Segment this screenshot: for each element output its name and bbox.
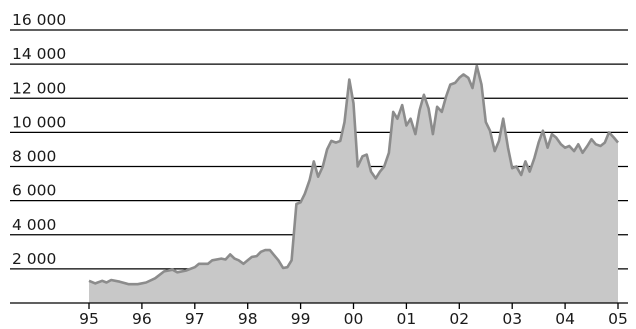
x-tick-label: 96 [132, 310, 152, 328]
y-tick-label: 8 000 [12, 148, 56, 166]
x-tick-label: 01 [397, 310, 417, 328]
x-tick-label: 98 [238, 310, 258, 328]
y-tick-label: 10 000 [12, 113, 66, 131]
x-tick-label: 99 [291, 310, 311, 328]
y-tick-label: 4 000 [12, 216, 56, 234]
x-axis [10, 302, 628, 309]
y-tick-label: 6 000 [12, 182, 56, 200]
x-tick-label: 00 [344, 310, 364, 328]
x-tick-label: 04 [555, 310, 575, 328]
y-tick-label: 2 000 [12, 250, 56, 268]
x-tick-label: 97 [185, 310, 205, 328]
x-tick-label: 03 [502, 310, 522, 328]
x-tick-label: 05 [608, 310, 628, 328]
y-tick-label: 14 000 [12, 45, 66, 63]
series-line [88, 64, 620, 286]
y-tick-label: 12 000 [12, 79, 66, 97]
tick-labels: 2 000 4 000 6 000 8 000 10 000 12 000 14 000 16… [12, 11, 628, 328]
series-layer [88, 64, 620, 303]
x-tick-label: 95 [79, 310, 99, 328]
x-tick-label: 02 [449, 310, 469, 328]
y-tick-label: 16 000 [12, 11, 66, 29]
series-area [89, 65, 618, 303]
